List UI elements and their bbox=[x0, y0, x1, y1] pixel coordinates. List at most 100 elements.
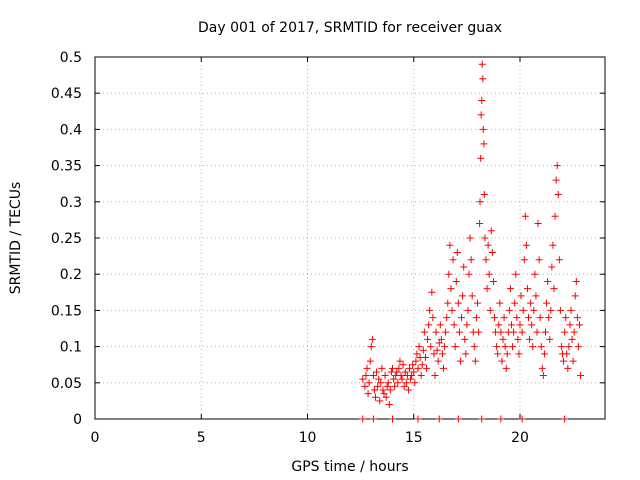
data-point bbox=[362, 372, 370, 380]
data-point bbox=[455, 328, 463, 336]
data-point bbox=[376, 397, 384, 405]
data-point bbox=[435, 339, 443, 347]
data-point bbox=[461, 335, 469, 343]
data-point bbox=[410, 368, 418, 376]
data-point bbox=[474, 299, 481, 307]
data-point bbox=[486, 306, 494, 314]
data-point bbox=[503, 350, 511, 358]
y-tick-label: 0 bbox=[73, 412, 82, 428]
data-point bbox=[374, 382, 382, 390]
chart-title: Day 001 of 2017, SRMTID for receiver gua… bbox=[198, 20, 502, 36]
data-point bbox=[377, 379, 385, 387]
data-point bbox=[546, 335, 554, 343]
x-tick-label: 5 bbox=[197, 430, 206, 446]
data-point bbox=[433, 346, 441, 354]
data-point bbox=[516, 321, 524, 329]
data-point bbox=[462, 350, 470, 358]
data-point bbox=[368, 335, 376, 343]
data-point bbox=[556, 306, 564, 314]
data-point bbox=[364, 390, 372, 398]
data-point bbox=[520, 256, 528, 264]
y-tick-label: 0.3 bbox=[60, 195, 82, 211]
data-point bbox=[560, 357, 568, 365]
y-tick-label: 0.4 bbox=[60, 122, 82, 138]
data-point bbox=[402, 379, 410, 387]
data-point bbox=[372, 393, 379, 401]
data-point bbox=[451, 343, 459, 351]
data-point bbox=[406, 364, 413, 372]
data-point bbox=[510, 328, 518, 336]
data-point bbox=[369, 372, 377, 380]
data-point bbox=[441, 343, 449, 351]
data-point bbox=[536, 314, 544, 322]
data-point bbox=[369, 415, 377, 423]
data-point bbox=[488, 248, 496, 256]
data-point bbox=[465, 270, 473, 278]
data-point bbox=[414, 364, 422, 372]
data-point bbox=[383, 382, 391, 390]
data-point bbox=[551, 212, 559, 220]
data-point bbox=[468, 292, 476, 300]
data-point bbox=[370, 386, 378, 394]
data-point bbox=[477, 154, 485, 162]
x-tick-label: 15 bbox=[405, 430, 423, 446]
data-point bbox=[517, 292, 525, 300]
x-axis-label: GPS time / hours bbox=[291, 459, 408, 475]
data-point bbox=[561, 328, 569, 336]
data-point bbox=[426, 306, 434, 314]
data-point bbox=[513, 314, 521, 322]
data-point bbox=[379, 386, 387, 394]
data-point bbox=[569, 357, 577, 365]
data-point bbox=[375, 375, 383, 383]
data-point bbox=[412, 357, 420, 365]
data-point bbox=[381, 372, 389, 380]
data-point bbox=[485, 270, 493, 278]
data-point bbox=[534, 220, 542, 228]
data-point bbox=[523, 285, 531, 293]
data-point bbox=[476, 198, 484, 206]
data-point bbox=[540, 350, 548, 358]
data-point bbox=[479, 125, 487, 133]
data-point bbox=[366, 357, 374, 365]
data-point bbox=[438, 350, 446, 358]
data-point bbox=[564, 364, 572, 372]
data-point bbox=[498, 357, 506, 365]
data-point bbox=[478, 415, 486, 423]
data-point bbox=[459, 292, 467, 300]
data-point bbox=[538, 364, 546, 372]
data-point bbox=[389, 415, 396, 423]
data-point bbox=[458, 314, 466, 322]
y-tick-label: 0.45 bbox=[51, 86, 82, 102]
data-point bbox=[466, 234, 474, 242]
data-point bbox=[577, 372, 585, 380]
x-tick-label: 20 bbox=[511, 430, 529, 446]
data-point bbox=[454, 415, 462, 423]
data-point bbox=[547, 306, 555, 314]
data-point bbox=[365, 379, 373, 387]
data-point bbox=[452, 277, 460, 285]
data-point bbox=[453, 248, 461, 256]
data-point bbox=[476, 220, 484, 228]
data-point bbox=[447, 285, 455, 293]
data-point bbox=[446, 241, 454, 249]
data-point bbox=[501, 343, 509, 351]
data-point bbox=[457, 357, 464, 365]
data-point bbox=[359, 415, 367, 423]
data-point bbox=[373, 368, 381, 376]
data-point bbox=[415, 343, 423, 351]
data-point bbox=[526, 335, 534, 343]
data-point bbox=[471, 357, 479, 365]
data-point bbox=[518, 328, 526, 336]
data-point bbox=[367, 343, 375, 351]
data-point bbox=[535, 256, 543, 264]
x-axis: 0 5 10 15 20 bbox=[91, 57, 529, 446]
data-point bbox=[502, 364, 510, 372]
data-point bbox=[450, 321, 458, 329]
y-tick-label: 0.25 bbox=[51, 231, 82, 247]
data-point bbox=[396, 357, 404, 365]
data-point bbox=[571, 292, 579, 300]
data-point bbox=[401, 368, 409, 376]
data-point bbox=[555, 256, 563, 264]
data-point bbox=[378, 364, 386, 372]
